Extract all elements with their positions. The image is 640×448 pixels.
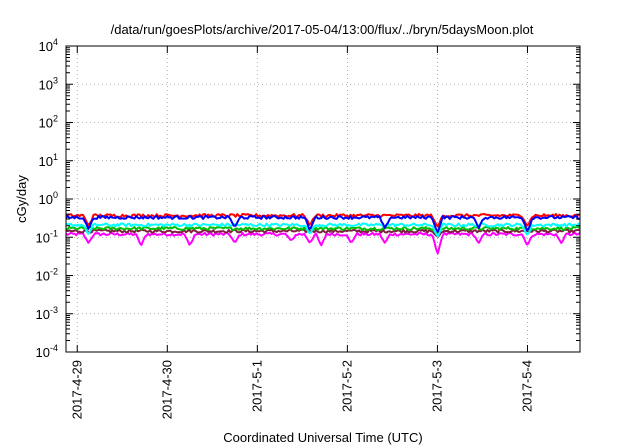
x-tick-label: 2017-4-30: [159, 360, 174, 419]
y-tick-label: 101: [39, 152, 58, 169]
series-line: [65, 214, 581, 233]
series-line: [65, 213, 581, 228]
y-tick-exponent: 4: [53, 37, 58, 47]
y-tick-label: 103: [39, 75, 58, 92]
y-tick-label: 102: [39, 114, 58, 131]
y-tick-base: 10: [36, 307, 50, 322]
y-tick-exponent: -1: [50, 228, 58, 238]
y-tick-exponent: -3: [50, 305, 58, 315]
y-tick-exponent: -4: [50, 343, 58, 353]
y-tick-label: 10-3: [36, 305, 58, 322]
y-tick-label: 100: [39, 190, 58, 207]
y-tick-exponent: 3: [53, 75, 58, 85]
y-tick-base: 10: [39, 192, 53, 207]
x-axis: 2017-4-29 2017-4-30 2017-5-1 2017-5-2 2017-5…: [69, 46, 534, 419]
y-tick-base: 10: [36, 345, 50, 360]
y-tick-base: 10: [39, 39, 53, 54]
grid: [66, 46, 580, 352]
x-tick-label: 2017-4-29: [69, 360, 84, 419]
y-tick-exponent: 2: [53, 114, 58, 124]
y-tick-base: 10: [39, 154, 53, 169]
y-tick-label: 104: [39, 37, 58, 54]
y-tick-base: 10: [36, 269, 50, 284]
y-tick-label: 10-1: [36, 228, 58, 245]
y-tick-exponent: -2: [50, 267, 58, 277]
x-axis-label: Coordinated Universal Time (UTC): [223, 430, 422, 445]
series-group: [65, 213, 581, 255]
series-line: [65, 225, 581, 235]
y-tick-base: 10: [39, 116, 53, 131]
y-tick-base: 10: [36, 230, 50, 245]
chart-title: /data/run/goesPlots/archive/2017-05-04/1…: [111, 22, 534, 37]
y-tick-base: 10: [39, 77, 53, 92]
y-tick-exponent: 1: [53, 152, 58, 162]
x-tick-label: 2017-5-2: [339, 360, 354, 412]
x-tick-label: 2017-5-1: [249, 360, 264, 412]
series-line: [65, 222, 581, 238]
y-tick-exponent: 0: [53, 190, 58, 200]
x-tick-label: 2017-5-4: [519, 360, 534, 412]
y-tick-label: 10-4: [36, 343, 58, 360]
x-tick-label: 2017-5-3: [429, 360, 444, 412]
y-tick-label: 10-2: [36, 267, 58, 284]
series-line: [65, 231, 581, 255]
y-axis-label: cGy/day: [14, 175, 29, 223]
